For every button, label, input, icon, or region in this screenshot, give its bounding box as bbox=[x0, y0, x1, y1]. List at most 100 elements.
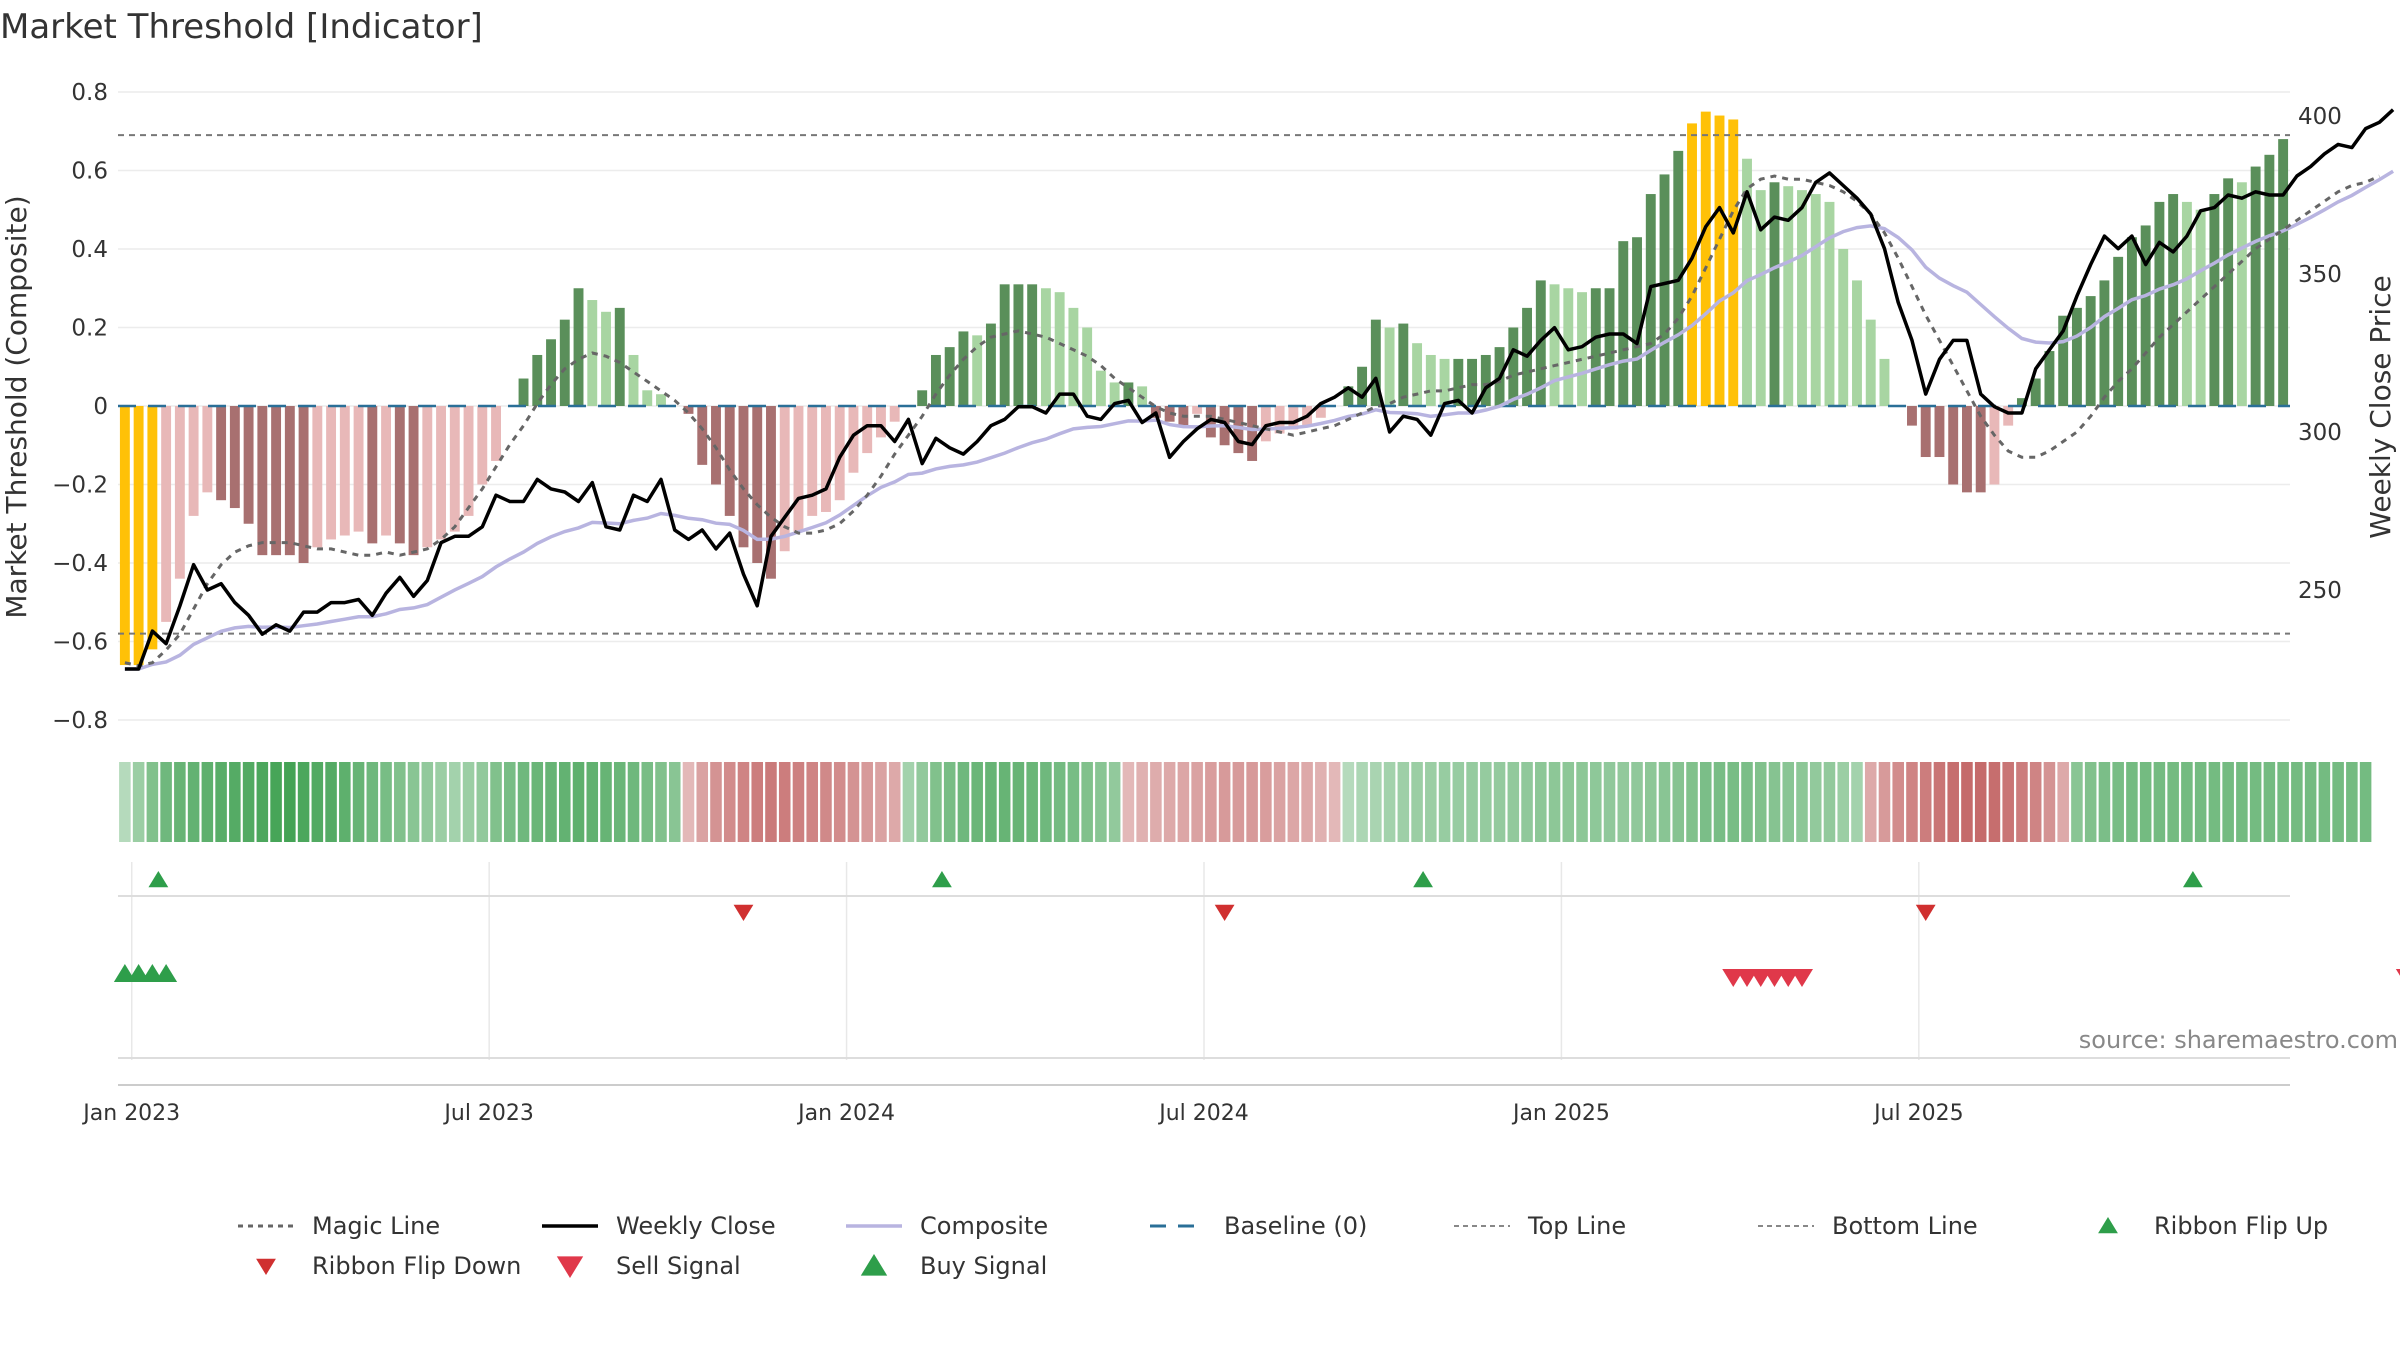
ribbon-cell bbox=[1576, 762, 1588, 842]
ribbon-flip-up-marker bbox=[148, 871, 169, 888]
histogram-bar bbox=[518, 378, 529, 406]
ribbon-cell bbox=[270, 762, 282, 842]
ribbon-cell bbox=[751, 762, 764, 842]
ribbon-cell bbox=[1480, 762, 1492, 842]
ribbon-flip-up-marker bbox=[932, 871, 952, 888]
histogram-bar bbox=[147, 406, 158, 650]
ribbon-cell bbox=[2043, 762, 2056, 842]
legend-label: Bottom Line bbox=[1832, 1212, 1978, 1240]
histogram-bar bbox=[1123, 382, 1134, 406]
ribbon-cell bbox=[1273, 762, 1286, 842]
histogram-bar bbox=[422, 406, 433, 548]
ribbon-cell bbox=[146, 762, 159, 842]
legend-label: Baseline (0) bbox=[1224, 1212, 1367, 1240]
histogram-bar bbox=[1480, 354, 1491, 406]
ribbon-cell bbox=[2002, 762, 2014, 842]
histogram-bar bbox=[1467, 358, 1478, 406]
ribbon-cell bbox=[1108, 762, 1121, 842]
ribbon-cell bbox=[1397, 762, 1410, 842]
histogram-bar bbox=[614, 307, 625, 406]
ribbon-cell bbox=[847, 762, 860, 842]
ribbon-cell bbox=[1493, 762, 1506, 842]
histogram-bars bbox=[119, 111, 2289, 666]
histogram-bar bbox=[1315, 406, 1326, 418]
ribbon-cell bbox=[311, 762, 324, 842]
histogram-bar bbox=[1852, 280, 1862, 406]
histogram-bar bbox=[174, 406, 185, 579]
ribbon-cell bbox=[297, 762, 310, 842]
y-tick-label: −0.6 bbox=[52, 630, 108, 656]
histogram-bar bbox=[1535, 280, 1546, 406]
histogram-bar bbox=[1645, 194, 1656, 406]
legend-label: Ribbon Flip Up bbox=[2154, 1212, 2328, 1240]
ribbon-cell bbox=[352, 762, 365, 842]
ribbon-flip-down-marker bbox=[1915, 904, 1936, 921]
ribbon-cell bbox=[531, 762, 544, 842]
ribbon-cell bbox=[2277, 762, 2289, 842]
ribbon-cell bbox=[1328, 762, 1341, 842]
legend: Magic Line Weekly Close Composite Baseline … bbox=[238, 1212, 2328, 1280]
histogram-bar bbox=[1948, 406, 1959, 485]
histogram-bar bbox=[2278, 139, 2289, 406]
price-lines bbox=[124, 108, 2395, 671]
ribbon-cell bbox=[1782, 762, 1795, 842]
histogram-bar bbox=[807, 406, 818, 516]
ribbon-cell bbox=[1191, 762, 1203, 842]
ribbon-cell bbox=[1425, 762, 1437, 842]
ribbon-cell bbox=[407, 762, 420, 842]
histogram-bar bbox=[2113, 256, 2124, 406]
reference-lines bbox=[118, 134, 2290, 635]
ribbon-cell bbox=[820, 762, 832, 842]
histogram-bar bbox=[2016, 398, 2027, 406]
histogram-bar bbox=[2236, 182, 2247, 406]
legend-item-flip-up: Ribbon Flip Up bbox=[2098, 1212, 2328, 1240]
ribbon-cell bbox=[916, 762, 928, 842]
ribbon-cell bbox=[1741, 762, 1753, 842]
ribbon-cell bbox=[2318, 762, 2331, 842]
ribbon-cell bbox=[641, 762, 654, 842]
sell-signal-marker bbox=[2395, 969, 2400, 976]
ribbon-cell bbox=[1466, 762, 1478, 842]
histogram-bar bbox=[821, 406, 831, 512]
ribbon-cell bbox=[930, 762, 942, 842]
histogram-bar bbox=[2264, 154, 2275, 406]
histogram-bar bbox=[1577, 292, 1587, 406]
ribbon-cell bbox=[2139, 762, 2152, 842]
ribbon-cell bbox=[1603, 762, 1616, 842]
histogram-bar bbox=[1879, 358, 1890, 406]
ribbon-flip-down-marker bbox=[733, 904, 754, 921]
histogram-bar bbox=[2085, 296, 2096, 406]
ribbon-cell bbox=[435, 762, 447, 842]
ribbon-cell bbox=[2291, 762, 2303, 842]
histogram-bar bbox=[1205, 406, 1216, 438]
histogram-bar bbox=[1824, 201, 1835, 406]
histogram-bar bbox=[394, 406, 405, 544]
histogram-bar bbox=[1934, 406, 1945, 458]
histogram-bar bbox=[1975, 406, 1986, 493]
ribbon-cell bbox=[1699, 762, 1712, 842]
ribbon-cell bbox=[1686, 762, 1698, 842]
ribbon-cell bbox=[1053, 762, 1066, 842]
sell-signal-marker bbox=[1790, 969, 1813, 987]
histogram-bar bbox=[1755, 190, 1766, 406]
histogram-bar bbox=[972, 335, 983, 406]
histogram-bar bbox=[2195, 209, 2206, 406]
legend-item-buy: Buy Signal bbox=[860, 1252, 1047, 1280]
ribbon-cell bbox=[380, 762, 392, 842]
ribbon-cell bbox=[1356, 762, 1368, 842]
ribbon-cell bbox=[1837, 762, 1850, 842]
ribbon-cell bbox=[2016, 762, 2028, 842]
ribbon-cell bbox=[875, 762, 887, 842]
ribbon-cell bbox=[1012, 762, 1025, 842]
ribbon-cell bbox=[119, 762, 131, 842]
x-tick-label: Jul 2023 bbox=[442, 1101, 534, 1126]
ribbon-cell bbox=[2304, 762, 2317, 842]
ribbon-cell bbox=[1961, 762, 1973, 842]
histogram-bar bbox=[2250, 166, 2261, 406]
ribbon-cell bbox=[1727, 762, 1740, 842]
histogram-bar bbox=[463, 406, 474, 516]
legend-label: Composite bbox=[920, 1212, 1048, 1240]
histogram-bar bbox=[1865, 319, 1876, 406]
ribbon-cell bbox=[256, 762, 269, 842]
histogram-bar bbox=[2168, 194, 2179, 406]
